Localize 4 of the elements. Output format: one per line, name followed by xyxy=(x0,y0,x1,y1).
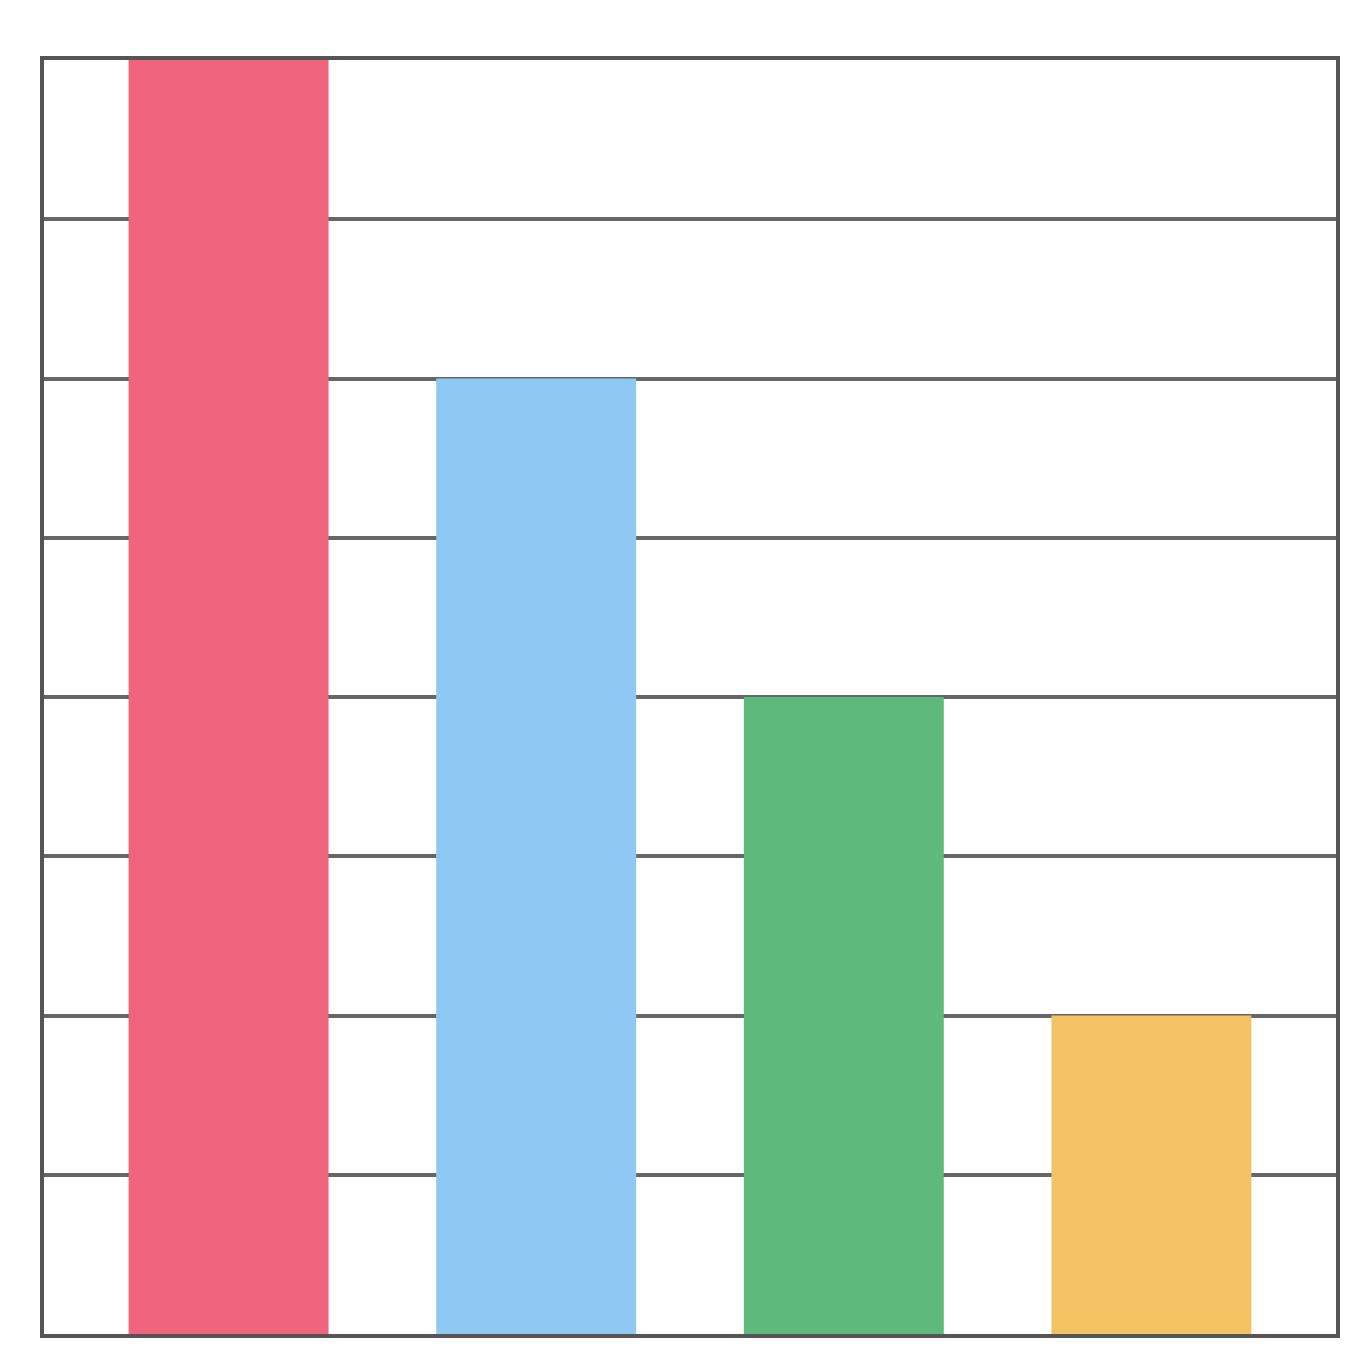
bar xyxy=(436,378,637,1334)
bar xyxy=(128,60,329,1334)
bar xyxy=(743,697,944,1334)
bar xyxy=(1051,1015,1252,1334)
